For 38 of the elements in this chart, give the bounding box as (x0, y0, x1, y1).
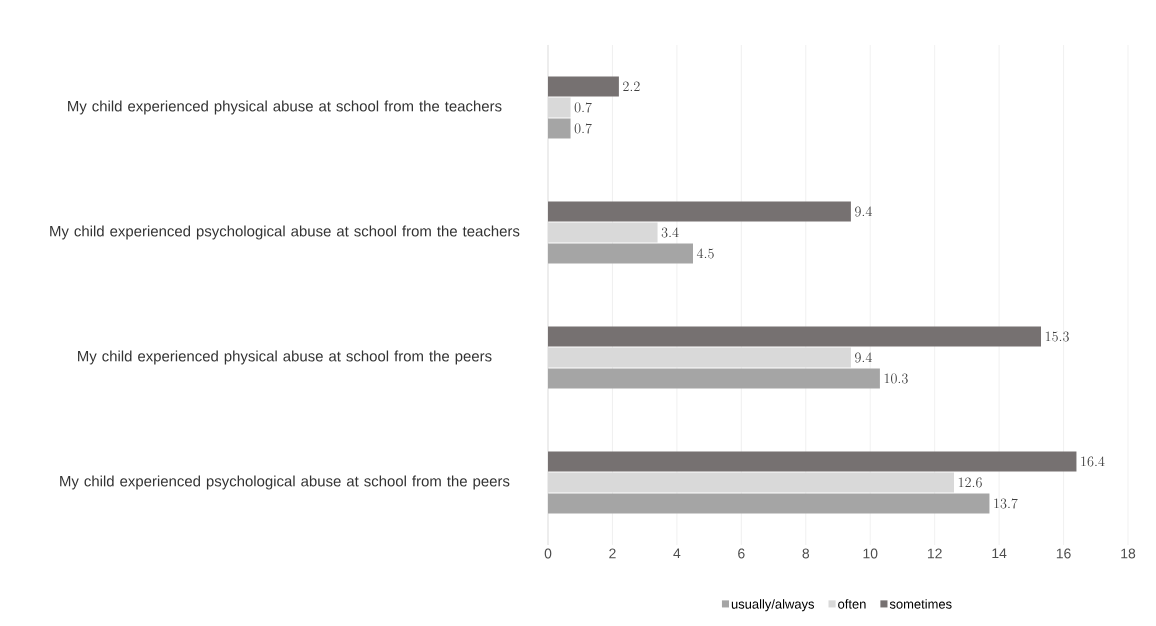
x-tick-label: 14 (992, 548, 1007, 559)
data-label: 9.4 (855, 352, 872, 363)
x-tick-label: 4 (673, 548, 681, 559)
x-tick-label: 12 (927, 548, 942, 559)
bar (548, 118, 571, 139)
x-tick-label: 8 (802, 548, 810, 559)
data-label: 10.3 (884, 373, 908, 384)
data-label: 0.7 (574, 102, 592, 113)
x-tick-label: 18 (1121, 548, 1136, 559)
y-tick-label: My child experienced psychological abuse at school from the teachers (50, 225, 520, 240)
legend-label: often (838, 599, 866, 609)
data-label: 9.4 (855, 206, 872, 217)
bar (548, 76, 619, 97)
bar (548, 368, 880, 389)
bar (548, 243, 693, 264)
data-label: 2.2 (623, 81, 640, 92)
x-tick-label: 2 (609, 548, 616, 559)
data-label: 3.4 (661, 227, 679, 238)
data-label: 13.7 (994, 498, 1018, 509)
x-tick-label: 10 (863, 548, 878, 559)
y-tick-label: My child experienced physical abuse at school from the teachers (68, 100, 502, 115)
x-tick-label: 6 (738, 548, 745, 559)
x-tick-label: 16 (1056, 548, 1071, 559)
data-label: 4.5 (696, 248, 714, 259)
data-label: 16.4 (1081, 456, 1105, 467)
data-label: 12.6 (958, 477, 982, 488)
legend-label: sometimes (889, 599, 952, 609)
bar (548, 451, 1077, 472)
y-tick-label: My child experienced psychological abuse at school from the peers (60, 475, 510, 490)
bar (548, 326, 1041, 347)
legend-label: usually/always (731, 599, 815, 612)
y-tick-label: My child experienced physical abuse at school from the peers (78, 350, 492, 365)
data-label: 15.3 (1045, 331, 1069, 342)
x-tick-label: 0 (544, 548, 552, 559)
data-label: 0.7 (574, 123, 592, 134)
bar (548, 97, 571, 118)
bar (548, 493, 990, 514)
bar (548, 201, 851, 222)
